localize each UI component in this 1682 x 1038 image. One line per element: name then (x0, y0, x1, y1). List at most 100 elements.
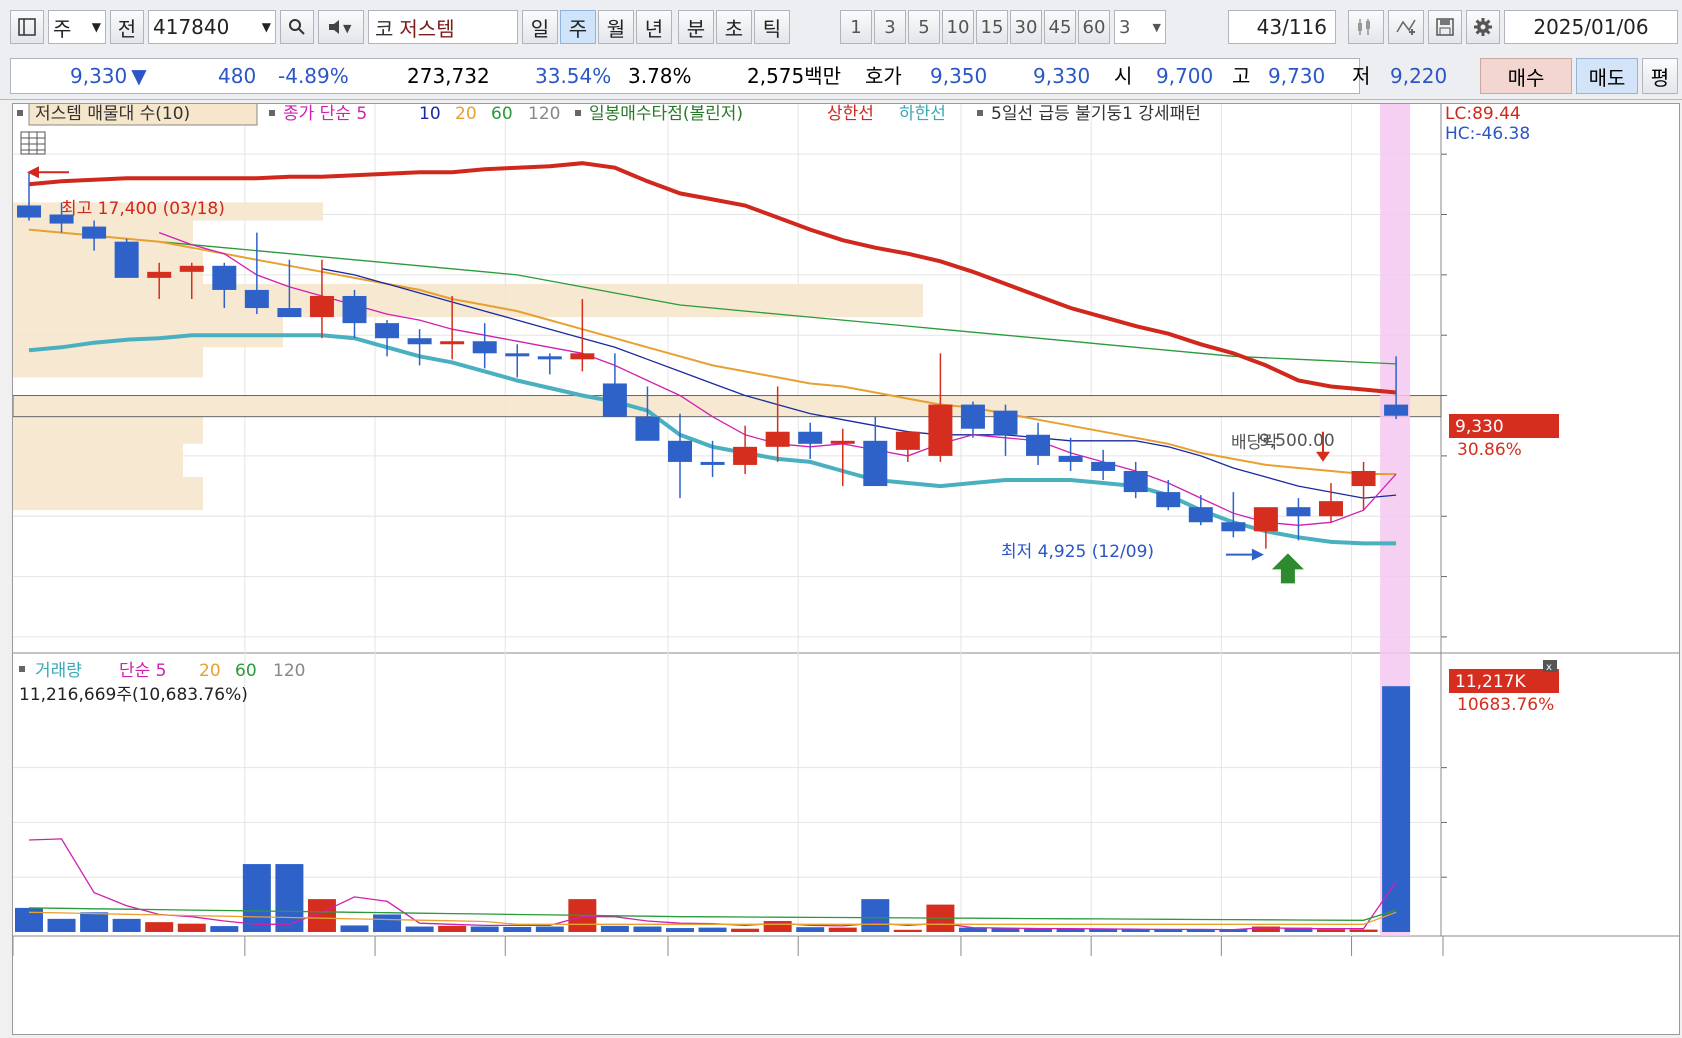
volume-legend-120: 120 (273, 661, 305, 681)
eval-button[interactable]: 평 (1642, 58, 1678, 94)
candle-settings-icon[interactable] (1348, 10, 1384, 44)
interval-45[interactable]: 45 (1044, 10, 1076, 44)
volume-bar (731, 928, 760, 932)
speaker-icon[interactable]: ▼ (318, 10, 364, 44)
volume-bar (1121, 929, 1150, 932)
candle-body (1123, 470, 1148, 493)
profile-band (13, 317, 283, 348)
interval-1[interactable]: 1 (840, 10, 872, 44)
cross-chart-icon[interactable] (1388, 10, 1424, 44)
candle-body (114, 241, 139, 278)
code-input[interactable]: 417840 ▼ (148, 10, 276, 44)
current-volume-label: 11,217K (1455, 672, 1526, 692)
market-select[interactable]: 주 ▼ (48, 10, 106, 44)
volume-bar (698, 927, 727, 932)
volume-bar (1186, 929, 1215, 932)
interval-15[interactable]: 15 (976, 10, 1008, 44)
candle-body (277, 308, 302, 318)
period-week[interactable]: 주 (560, 10, 596, 44)
layout-icon[interactable] (10, 10, 44, 44)
close-icon[interactable]: x (1543, 660, 1557, 673)
bid-price: 9,330 (1033, 64, 1091, 88)
arrow-down-icon: ▼ (131, 64, 147, 88)
low-annotation: 최저 4,925 (12/09) (1001, 542, 1154, 562)
candle-body (700, 461, 725, 465)
interval-3[interactable]: 3 (874, 10, 906, 44)
interval-5[interactable]: 5 (908, 10, 940, 44)
period-month[interactable]: 월 (598, 10, 634, 44)
interval-10[interactable]: 10 (942, 10, 974, 44)
legend-ma60: 60 (491, 104, 513, 124)
interval-30[interactable]: 30 (1010, 10, 1042, 44)
chart-panel[interactable]: 저스템 매물대 수(10) 종가 단순 5 10 20 60 120 일봉매수타… (12, 100, 1680, 1035)
candle-body (440, 341, 465, 345)
arrow-left-icon (27, 166, 39, 179)
period-minute[interactable]: 분 (678, 10, 714, 44)
period-second[interactable]: 초 (716, 10, 752, 44)
legend-ma120: 120 (528, 104, 560, 124)
candle-body (49, 214, 74, 224)
profile-legend-box[interactable] (28, 100, 258, 126)
ratio-one: 33.54% (535, 64, 612, 88)
profile-band (13, 395, 1441, 417)
volume-bar (373, 914, 402, 932)
candle-body (993, 410, 1018, 435)
profile-band (13, 347, 203, 378)
date-input[interactable]: 2025/01/06 (1504, 10, 1678, 44)
candle-body (830, 440, 855, 444)
period-day[interactable]: 일 (522, 10, 558, 44)
candle-body (570, 353, 595, 360)
save-icon[interactable] (1428, 10, 1462, 44)
buy-button[interactable]: 매수 (1480, 58, 1572, 94)
volume-bar (633, 926, 662, 932)
quote-bar: 9,330 ▼ 480 -4.89% 273,732 33.54% 3.78% 2… (0, 54, 1682, 100)
interval-input[interactable]: 3 ▼ (1114, 10, 1166, 44)
exchange-badge: 코 (375, 16, 394, 41)
candle-body (1319, 501, 1343, 517)
candle-body (537, 356, 562, 360)
interval-value: 3 (1119, 16, 1131, 38)
volume-bar (763, 921, 792, 932)
volume-legend-ma: 단순 5 (119, 661, 167, 681)
candle-body (1156, 492, 1181, 508)
jeon-button[interactable]: 전 (110, 10, 144, 44)
candle-body (17, 205, 41, 218)
gear-icon[interactable] (1466, 10, 1500, 44)
volume-bar (438, 925, 467, 932)
volume-bar (1089, 929, 1118, 932)
profile-band (13, 202, 323, 221)
candle-body (798, 431, 823, 444)
candle-body (375, 323, 400, 339)
candle-body (1384, 404, 1409, 416)
volume-bar (1154, 929, 1183, 932)
volume-profile (12, 202, 1442, 511)
candles (17, 166, 1409, 584)
interval-60[interactable]: 60 (1078, 10, 1110, 44)
candle-body (1221, 522, 1246, 532)
legend-close-ma: 종가 단순 5 (283, 104, 367, 124)
candle-body (179, 265, 204, 272)
period-tick[interactable]: 틱 (754, 10, 790, 44)
volume-bar (535, 926, 564, 932)
period-year[interactable]: 년 (636, 10, 672, 44)
current-price-pct: 30.86% (1457, 440, 1522, 460)
page-counter[interactable]: 43/116 (1228, 10, 1336, 44)
stock-chart[interactable]: 저스템 매물대 수(10) 종가 단순 5 10 20 60 120 일봉매수타… (12, 100, 1679, 1034)
dropdown-arrow-icon: ▼ (91, 20, 101, 34)
candle-body (765, 431, 790, 447)
sell-button[interactable]: 매도 (1576, 58, 1638, 94)
table-icon[interactable] (20, 131, 46, 155)
volume-bar (210, 926, 239, 932)
volume-bar (1349, 929, 1378, 932)
volume-ma60-line (28, 907, 1397, 921)
stock-name-field[interactable]: 코 저스템 (368, 10, 518, 44)
grid-lines (13, 104, 1679, 937)
volume-bar (1284, 927, 1313, 932)
volume-bar (340, 925, 369, 932)
market-label: 주 (53, 16, 72, 41)
legend-marker (977, 110, 983, 116)
ask-price: 9,350 (930, 64, 988, 88)
volume-bar (828, 927, 857, 932)
search-icon[interactable] (280, 10, 314, 44)
hoga-label: 호가 (865, 64, 902, 88)
